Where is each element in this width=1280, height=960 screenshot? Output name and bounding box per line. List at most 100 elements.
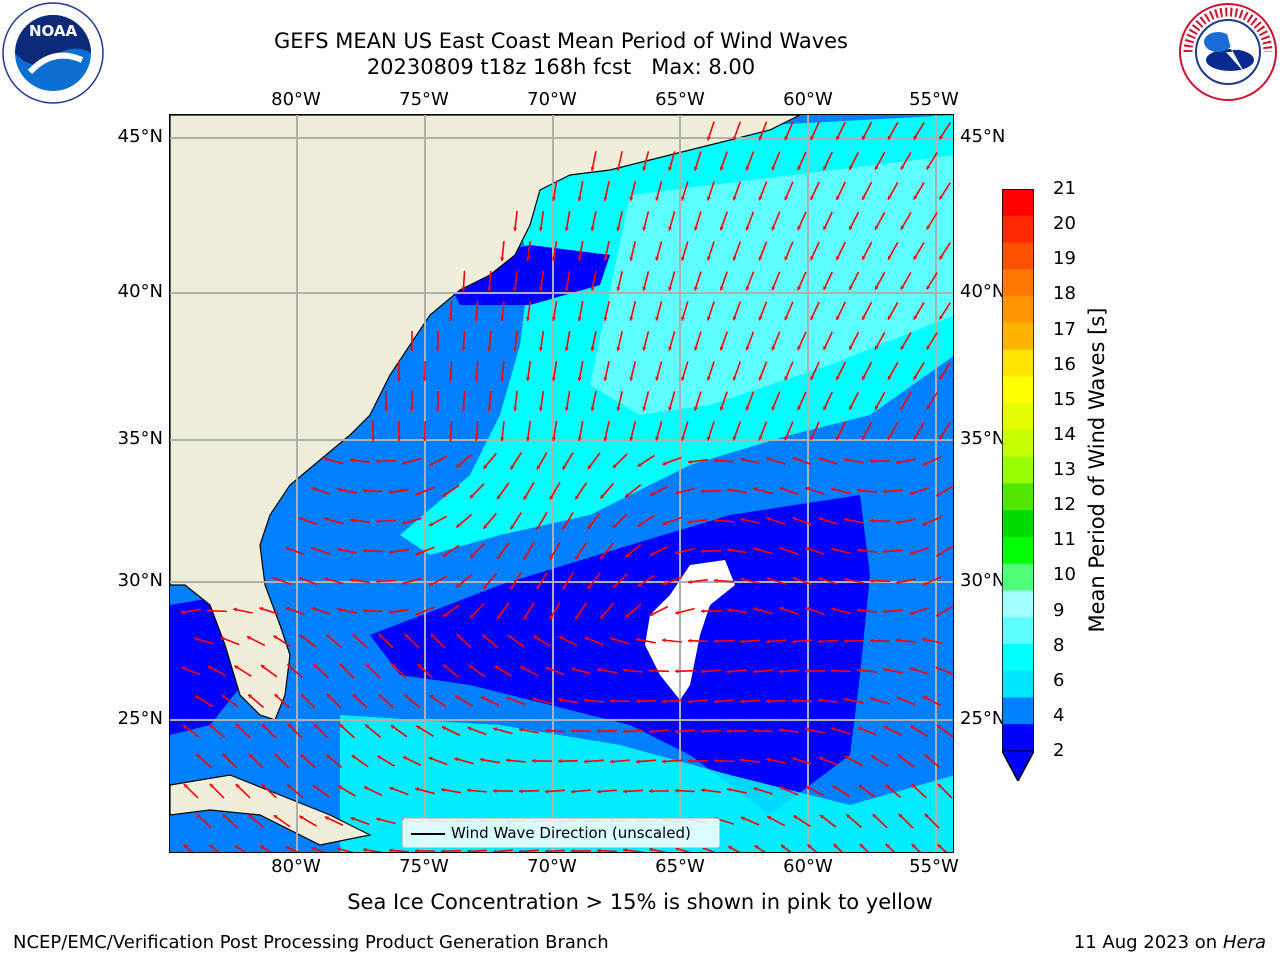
wind-wave-arrowhead — [616, 406, 621, 411]
wind-wave-arrowhead — [766, 456, 771, 461]
wind-wave-arrowhead — [461, 407, 466, 411]
wind-wave-arrowhead — [208, 666, 213, 670]
colorbar-segment — [1002, 724, 1034, 752]
wind-wave-arrowhead — [493, 727, 498, 732]
wind-wave-arrowhead — [590, 227, 595, 231]
wind-wave-arrowhead — [513, 287, 518, 291]
wind-wave-arrowhead — [326, 754, 331, 759]
wind-wave-arrowhead — [497, 555, 501, 560]
wind-wave-arrowhead — [869, 578, 874, 583]
wind-wave-arrowhead — [913, 195, 918, 200]
wind-wave-arrowhead — [805, 606, 810, 611]
wind-wave-arrowhead — [429, 462, 434, 466]
wind-wave-arrowhead — [429, 582, 434, 586]
wind-wave-arrowhead — [700, 549, 705, 554]
wind-wave-arrowhead — [922, 581, 927, 586]
wind-wave-arrowhead — [523, 495, 528, 500]
wind-wave-arrowhead — [862, 135, 866, 140]
colorbar-tick-label: 14 — [1053, 423, 1076, 445]
lon-label-top: 75°W — [399, 89, 449, 110]
wind-wave-arrowhead — [900, 285, 905, 290]
wind-wave-arrowhead — [404, 633, 409, 638]
wind-wave-arrowhead — [531, 758, 536, 763]
colorbar-segment — [1002, 322, 1034, 351]
wind-wave-arrowhead — [758, 376, 763, 381]
wind-wave-arrowhead — [596, 848, 601, 852]
wind-wave-arrowhead — [668, 346, 673, 351]
wind-wave-arrowhead — [713, 758, 718, 763]
wind-wave-arrowhead — [727, 487, 731, 493]
wind-wave-arrowhead — [784, 136, 789, 141]
wind-wave-arrowhead — [713, 518, 718, 523]
wind-wave-arrowhead — [661, 759, 666, 764]
wind-wave-arrowhead — [896, 580, 900, 585]
lat-label-right: 25°N — [960, 708, 1006, 729]
colorbar-segment — [1002, 456, 1034, 484]
wind-wave-arrowhead — [862, 375, 866, 380]
wind-wave-arrowhead — [874, 405, 879, 410]
colorbar-segment — [1002, 563, 1034, 591]
wind-wave-arrowhead — [791, 639, 796, 644]
wind-wave-arrowhead — [752, 669, 757, 674]
wind-wave-arrowhead — [913, 435, 918, 440]
wind-wave-arrowhead — [843, 639, 848, 644]
wind-wave-arrowhead — [936, 725, 941, 729]
wind-wave-arrowhead — [435, 407, 440, 411]
wind-wave-arrowhead — [474, 437, 479, 441]
wind-wave-arrowhead — [753, 607, 758, 612]
wind-wave-arrowhead — [558, 697, 562, 702]
wind-wave-arrowhead — [391, 664, 396, 668]
wind-wave-arrowhead — [727, 787, 731, 792]
wind-wave-arrowhead — [700, 669, 705, 674]
wind-wave-arrowhead — [584, 636, 589, 641]
wind-wave-arrowhead — [596, 729, 601, 734]
wind-wave-arrowhead — [655, 316, 660, 321]
wind-wave-arrowhead — [926, 345, 931, 350]
wind-wave-arrowhead — [871, 755, 876, 760]
wind-wave-arrowhead — [797, 226, 802, 231]
wind-wave-arrowhead — [181, 666, 186, 671]
wind-wave-arrowhead — [636, 637, 640, 642]
wind-wave-arrowhead — [849, 165, 853, 170]
wind-wave-arrowhead — [936, 612, 941, 617]
wind-wave-arrowhead — [939, 375, 944, 380]
wind-wave-arrowhead — [612, 584, 617, 589]
wind-wave-arrowhead — [415, 491, 420, 496]
wind-wave-arrowhead — [700, 489, 705, 494]
wind-wave-arrowhead — [538, 407, 544, 411]
wind-wave-arrowhead — [467, 726, 472, 731]
lon-label-bottom: 70°W — [527, 856, 577, 877]
wind-wave-arrowhead — [732, 136, 737, 141]
lon-label-top: 60°W — [783, 89, 833, 110]
wind-wave-arrowhead — [831, 727, 836, 732]
wind-wave-arrowhead — [311, 607, 316, 611]
lat-label-left: 45°N — [117, 126, 163, 147]
wind-wave-arrowhead — [831, 607, 836, 612]
wind-wave-arrowhead — [806, 786, 811, 790]
wind-wave-arrowhead — [272, 576, 277, 581]
wind-wave-arrowhead — [260, 665, 265, 669]
wind-wave-arrowhead — [220, 636, 225, 641]
wind-wave-arrowhead — [371, 437, 376, 441]
wind-wave-arrowhead — [564, 287, 569, 291]
wind-wave-arrowhead — [926, 165, 931, 170]
wind-wave-arrowhead — [753, 787, 758, 792]
wind-wave-arrowhead — [570, 728, 575, 733]
wind-wave-arrowhead — [519, 666, 524, 670]
wind-wave-arrowhead — [523, 555, 528, 560]
wind-wave-arrowhead — [273, 815, 278, 819]
wind-wave-arrowhead — [818, 457, 823, 462]
wind-wave-arrowhead — [575, 615, 580, 620]
wind-wave-arrowhead — [500, 437, 505, 441]
wind-wave-arrowhead — [862, 315, 866, 320]
wind-wave-arrowhead — [869, 458, 874, 463]
wind-wave-arrowhead — [872, 814, 877, 818]
wind-wave-arrowhead — [727, 607, 731, 613]
wind-wave-arrowhead — [674, 729, 679, 734]
lon-label-bottom: 60°W — [783, 856, 833, 877]
wind-wave-arrowhead — [681, 196, 685, 201]
wind-wave-arrowhead — [936, 552, 941, 557]
map-legend: Wind Wave Direction (unscaled) — [402, 818, 720, 848]
wind-wave-arrowhead — [767, 816, 772, 820]
wind-wave-arrowhead — [779, 546, 784, 551]
